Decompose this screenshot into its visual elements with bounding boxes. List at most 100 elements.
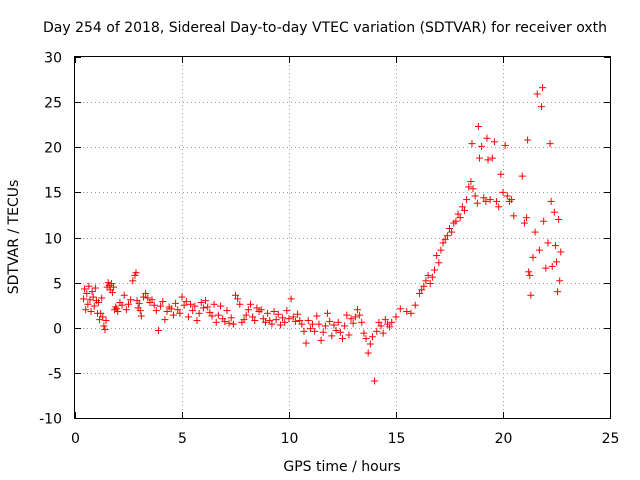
data-point (300, 327, 308, 335)
data-point (279, 314, 287, 322)
data-point (315, 320, 323, 328)
data-point (197, 298, 205, 306)
data-point (88, 288, 96, 296)
plot-frame (74, 56, 611, 419)
data-point (191, 302, 199, 310)
data-point (244, 306, 252, 314)
data-point (172, 299, 180, 307)
data-point (518, 172, 526, 180)
data-point (253, 304, 261, 312)
data-point (531, 228, 539, 236)
data-point (91, 284, 99, 292)
data-point (396, 305, 404, 313)
data-point (501, 141, 509, 149)
data-point (319, 328, 327, 336)
data-point (557, 248, 565, 256)
data-point (285, 315, 293, 323)
data-point (467, 178, 475, 186)
data-point (210, 300, 218, 308)
data-point (246, 300, 254, 308)
data-point (347, 315, 355, 323)
y-tick-label: 30 (44, 51, 62, 67)
data-point (556, 277, 564, 285)
data-point (388, 318, 396, 326)
data-point (407, 309, 415, 317)
data-point (242, 311, 250, 319)
x-tick-label: 5 (178, 431, 187, 447)
data-point (212, 318, 220, 326)
data-point (546, 140, 554, 148)
data-point (101, 326, 109, 334)
data-point (81, 285, 89, 293)
data-point (161, 316, 169, 324)
data-point (420, 282, 428, 290)
data-point (199, 304, 207, 312)
data-point (381, 316, 389, 324)
data-point (525, 268, 533, 276)
data-point (98, 294, 106, 302)
x-tick-label: 10 (281, 431, 299, 447)
data-point (139, 293, 147, 301)
y-tick-label: 15 (44, 186, 62, 202)
data-point (362, 335, 370, 343)
data-point (313, 312, 321, 320)
data-point (551, 242, 559, 250)
data-point (330, 321, 338, 329)
data-point (527, 291, 535, 299)
data-point (108, 289, 116, 297)
data-point (435, 259, 443, 267)
data-point (163, 308, 171, 316)
x-tick-label: 25 (602, 431, 620, 447)
data-point (302, 339, 310, 347)
data-point (112, 303, 120, 311)
data-point (471, 192, 479, 200)
data-point (221, 317, 229, 325)
data-point (493, 197, 501, 205)
data-point (468, 140, 476, 148)
data-point (251, 317, 259, 325)
data-point (234, 295, 242, 303)
data-point (358, 318, 366, 326)
data-point (232, 291, 239, 299)
data-point (542, 264, 550, 272)
data-point (366, 340, 374, 348)
data-point (85, 282, 93, 290)
data-point (217, 302, 225, 310)
data-point (268, 320, 276, 328)
data-point (418, 286, 426, 294)
data-point (484, 156, 492, 164)
data-point (458, 203, 466, 211)
data-point (446, 224, 453, 232)
data-point (304, 317, 312, 325)
data-point (426, 280, 434, 288)
data-point (100, 322, 108, 330)
y-axis-label: SDTVAR / TECUs (6, 180, 22, 295)
data-point (176, 309, 184, 317)
data-point (478, 142, 486, 150)
data-point (97, 309, 105, 317)
data-point (287, 295, 295, 303)
data-point (127, 296, 135, 304)
data-point (486, 196, 494, 204)
data-point (137, 312, 145, 320)
data-point (416, 289, 424, 297)
data-point (89, 293, 97, 301)
data-point (548, 262, 556, 270)
data-point (257, 306, 265, 314)
grid-lines (75, 57, 610, 418)
data-point (336, 328, 344, 336)
data-point (189, 307, 197, 315)
data-point (80, 295, 88, 303)
data-point (403, 308, 411, 316)
axis-ticks: 0 5 10 15 20 25 -10 -5 0 5 10 15 20 25 30 (39, 51, 619, 448)
data-point (377, 322, 385, 330)
data-point (510, 212, 518, 220)
data-point (437, 246, 445, 254)
data-point (136, 307, 144, 315)
data-point (178, 293, 186, 301)
data-point (351, 313, 359, 321)
data-point (488, 154, 496, 162)
data-point (540, 217, 548, 225)
data-point (529, 253, 537, 261)
data-point (441, 235, 449, 243)
